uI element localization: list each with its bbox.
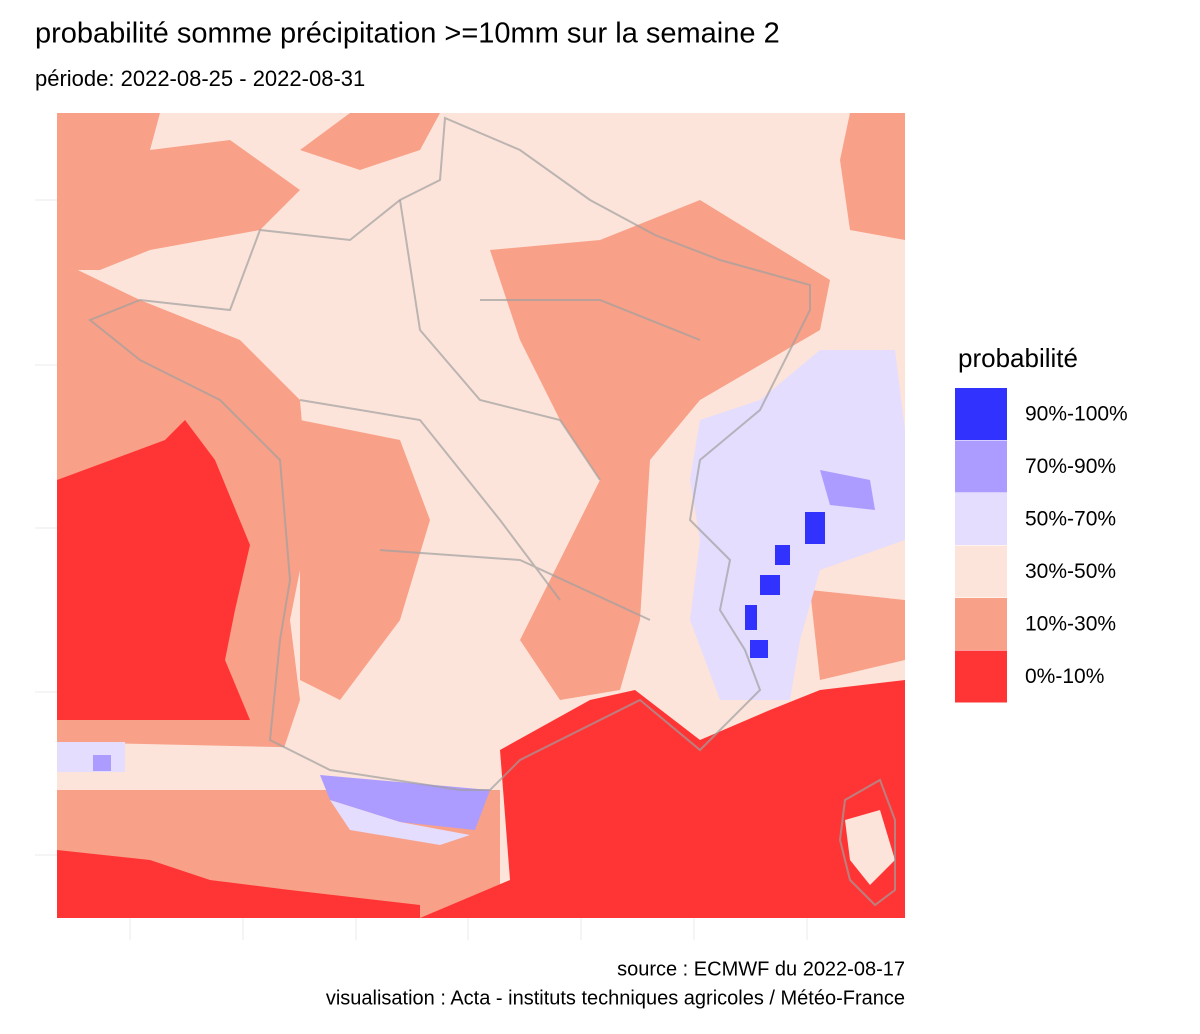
- legend-label: 10%-30%: [1025, 613, 1116, 636]
- legend-label: 70%-90%: [1025, 455, 1116, 478]
- legend-swatch: [955, 545, 1007, 598]
- probability-raster: [57, 113, 905, 918]
- legend-swatch: [955, 650, 1007, 703]
- legend-label: 50%-70%: [1025, 508, 1116, 531]
- legend: 90%-100% 70%-90% 50%-70% 30%-50% 10%-30% 0%-1…: [955, 388, 1128, 703]
- legend-title: probabilité: [958, 343, 1078, 373]
- legend-swatch: [955, 598, 1007, 650]
- legend-label: 90%-100%: [1025, 403, 1128, 426]
- legend-swatch: [955, 388, 1007, 440]
- caption-source: source : ECMWF du 2022-08-17: [617, 958, 905, 980]
- caption-credit: visualisation : Acta - instituts techniq…: [326, 987, 905, 1009]
- legend-swatch: [955, 493, 1007, 545]
- axis-ticks: [35, 199, 808, 940]
- legend-label: 0%-10%: [1025, 665, 1104, 688]
- legend-label: 30%-50%: [1025, 560, 1116, 583]
- borders: [88, 116, 896, 907]
- legend-swatch: [955, 440, 1007, 493]
- subtitle: période: 2022-08-25 - 2022-08-31: [35, 66, 365, 91]
- title: probabilité somme précipitation >=10mm s…: [35, 18, 780, 50]
